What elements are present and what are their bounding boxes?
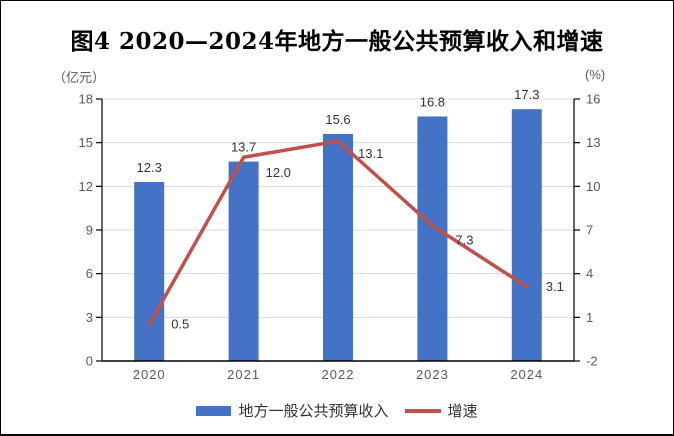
chart-title: 图4 2020—2024年地方一般公共预算收入和增速 (70, 28, 604, 55)
bar-legend-label: 地方一般公共预算收入 (238, 403, 389, 420)
x-category-label: 2023 (416, 367, 449, 382)
left-tick-label: 18 (79, 92, 93, 107)
left-tick-label: 3 (86, 310, 93, 325)
right-tick-label: 4 (586, 266, 593, 281)
line-legend-swatch (404, 408, 441, 413)
bar (323, 133, 353, 361)
bar-value-label: 15.6 (325, 112, 350, 127)
right-tick-label: -2 (586, 354, 598, 369)
legend: 地方一般公共预算收入 增速 (1, 400, 673, 421)
bar (134, 181, 165, 361)
left-tick-label: 6 (86, 266, 93, 281)
left-tick-label: 12 (79, 179, 93, 194)
right-axis-unit-label: (%) (585, 67, 606, 82)
line-legend-label: 增速 (447, 403, 478, 420)
x-category-label: 2020 (133, 367, 166, 382)
bar-value-label: 16.8 (420, 94, 445, 109)
bar (511, 109, 542, 361)
left-axis-unit-label: （亿元） (53, 70, 106, 85)
line-value-label: 13.1 (358, 146, 383, 161)
x-category-label: 2024 (510, 367, 543, 382)
right-tick-label: 1 (586, 310, 593, 325)
left-tick-label: 0 (86, 354, 93, 369)
bar-value-label: 17.3 (514, 87, 539, 102)
line-value-label: 7.3 (455, 233, 473, 248)
right-tick-label: 16 (586, 92, 600, 107)
right-tick-label: 13 (586, 135, 600, 150)
bar (417, 116, 448, 361)
line-value-label: 0.5 (171, 317, 189, 332)
growth-line (147, 139, 529, 327)
right-tick-label: 7 (586, 223, 593, 238)
x-category-label: 2022 (322, 367, 355, 382)
left-tick-label: 15 (79, 135, 93, 150)
left-tick-label: 9 (86, 223, 93, 238)
bar-value-label: 12.3 (137, 160, 162, 175)
bar-value-label: 13.7 (231, 140, 256, 155)
bar-legend-swatch (196, 405, 232, 416)
x-category-label: 2021 (227, 367, 260, 382)
right-tick-label: 10 (586, 179, 600, 194)
line-value-label: 3.1 (546, 279, 564, 294)
line-value-label: 12.0 (266, 165, 291, 180)
bar (228, 161, 259, 361)
